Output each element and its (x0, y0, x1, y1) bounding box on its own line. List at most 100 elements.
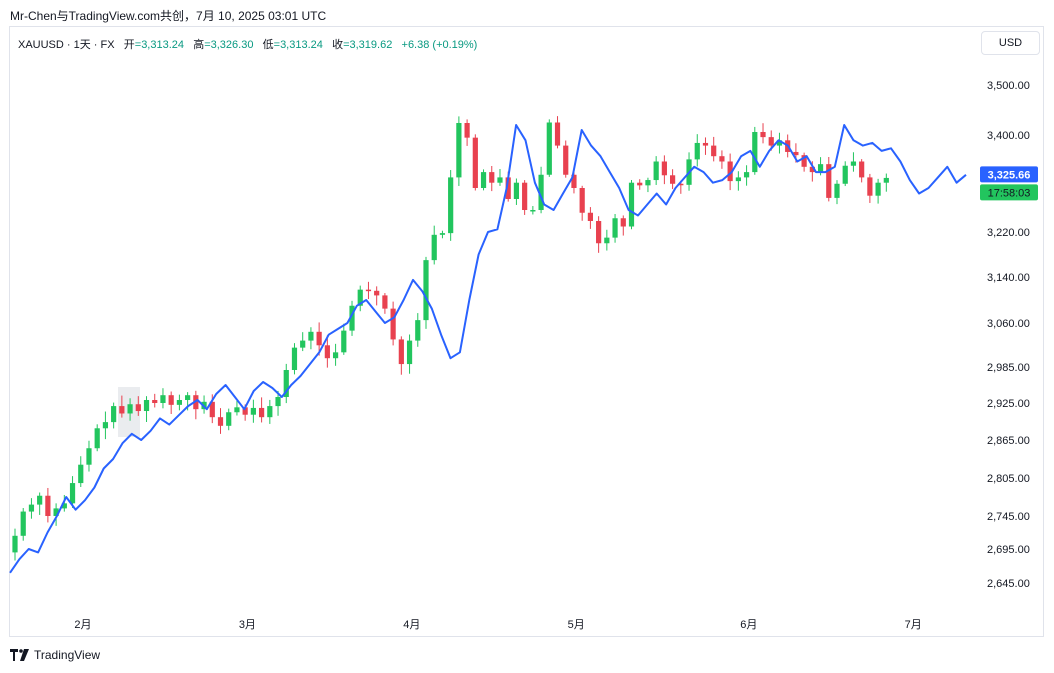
high-label: 高 (193, 39, 205, 51)
candle-body (563, 145, 569, 175)
candle-body (620, 218, 626, 227)
candle-body (530, 210, 536, 212)
y-tick-label: 3,500.00 (987, 80, 1030, 92)
candle-body (628, 182, 635, 227)
candle-body (365, 289, 372, 292)
candle-body (135, 404, 141, 412)
candle-body (275, 397, 281, 407)
open-value: =3,313.24 (134, 39, 185, 51)
candle-body (357, 289, 363, 306)
change-value: +6.38 (+0.19%) (401, 39, 478, 51)
candle-body (768, 137, 774, 146)
candle-body (448, 177, 454, 234)
candle-body (875, 182, 881, 196)
candle-body (776, 140, 783, 146)
chart-frame[interactable] (9, 26, 1044, 637)
y-tick-label: 2,865.00 (987, 435, 1030, 447)
y-tick-label: 2,925.00 (987, 398, 1030, 410)
candle-body (439, 233, 446, 235)
candle-body (538, 174, 544, 210)
close-label: 收 (332, 39, 344, 51)
y-tick-label: 3,220.00 (987, 227, 1030, 239)
candle-body (185, 395, 191, 400)
candle-body (332, 352, 339, 359)
currency-button[interactable]: USD (981, 31, 1040, 55)
symbol-legend[interactable]: XAUUSD · 1天 · FX 开=3,313.24 高=3,326.30 低… (18, 36, 477, 52)
y-tick-label: 3,140.00 (987, 272, 1030, 284)
candle-body (719, 156, 725, 162)
comparison-line (9, 124, 967, 574)
candle-body (826, 164, 832, 198)
candle-body (226, 412, 232, 426)
candle-body (464, 123, 470, 138)
candle-body (497, 177, 503, 183)
candle-body (809, 166, 815, 173)
candle-body (45, 495, 51, 516)
candle-body (37, 495, 43, 505)
candle-body (234, 407, 240, 413)
candle-body (513, 182, 520, 199)
candle-body (480, 172, 487, 188)
candle-body (752, 132, 758, 173)
candle-body (637, 182, 643, 186)
footer-brand-text: TradingView (34, 648, 101, 662)
candle-body (760, 132, 766, 138)
candle-body (209, 401, 215, 418)
candle-body (102, 422, 109, 429)
candle-body (415, 320, 421, 341)
high-value: =3,326.30 (204, 39, 254, 51)
candle-body (267, 406, 273, 418)
candle-body (456, 123, 462, 178)
candle-body (645, 180, 651, 186)
candle-body (587, 212, 593, 221)
candle-body (259, 407, 265, 418)
candle-body (505, 177, 511, 199)
candle-body (834, 183, 840, 198)
y-tick-label: 3,060.00 (987, 318, 1030, 330)
candle-body (53, 508, 59, 516)
candle-body (398, 339, 404, 365)
candle-body (127, 404, 133, 414)
candle-body (160, 395, 166, 403)
open-label: 开 (123, 39, 135, 51)
candle-body (250, 407, 256, 415)
candle-body (382, 295, 388, 309)
candle-body (111, 406, 117, 423)
candle-body (743, 172, 750, 178)
candle-body (28, 504, 35, 512)
candle-body (702, 142, 709, 146)
candle-body (735, 177, 741, 182)
candle-body (168, 395, 174, 405)
candle-body (143, 400, 150, 412)
candle-body (217, 417, 224, 426)
x-tick-label: 7月 (905, 619, 922, 631)
y-tick-label: 3,400.00 (987, 130, 1030, 142)
candle-body (291, 347, 298, 370)
footer-brand[interactable]: TradingView (10, 648, 100, 662)
candle-body (842, 165, 848, 184)
candle-body (69, 483, 76, 504)
candle-body (300, 340, 306, 348)
candle-body (489, 172, 495, 183)
candle-body (472, 137, 478, 188)
candle-body (546, 122, 552, 175)
close-value: =3,319.62 (343, 39, 393, 51)
candle-body (12, 535, 18, 553)
candle-body (78, 464, 84, 484)
candle-body (349, 305, 355, 331)
low-label: 低 (262, 39, 274, 51)
x-tick-label: 2月 (74, 619, 91, 631)
candle-body (859, 161, 865, 178)
candle-body (711, 145, 717, 157)
candle-body (554, 122, 561, 146)
candle-body (522, 182, 528, 210)
chart-caption: Mr-Chen与TradingView.com共创，7月 10, 2025 03… (10, 9, 327, 23)
candle-body (308, 331, 314, 341)
last-price-tag (980, 166, 1038, 183)
candle-body (670, 175, 676, 184)
candle-body (94, 428, 100, 449)
candle-body (176, 400, 182, 405)
x-tick-label: 6月 (740, 619, 757, 631)
candle-body (867, 177, 873, 196)
